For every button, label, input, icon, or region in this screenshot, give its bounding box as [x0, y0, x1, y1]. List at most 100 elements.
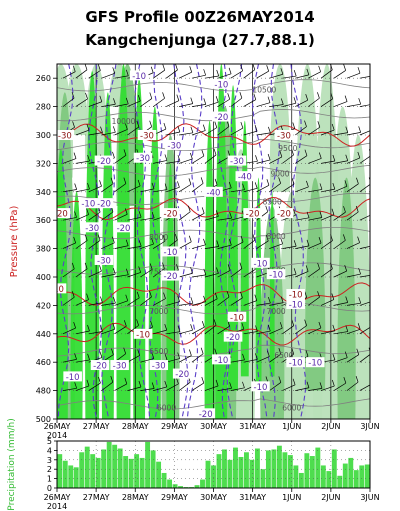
wind-barb-flag	[163, 292, 166, 299]
dashed-isoline-label-text: -10	[164, 248, 178, 258]
height-contour-label: 8000	[267, 232, 286, 241]
wind-barb	[295, 319, 307, 335]
wind-barb	[308, 65, 321, 79]
wind-barb-staff	[269, 382, 282, 391]
wind-barb	[320, 234, 333, 249]
dashed-isoline-label: -10	[286, 357, 305, 369]
wind-barb-staff	[333, 211, 346, 221]
dashed-isoline-label-bg	[114, 222, 133, 233]
wind-barb	[166, 125, 181, 136]
wind-barb-staff	[127, 246, 142, 249]
dashed-isoline-label-text: -20	[226, 333, 240, 343]
wind-barb-staff	[165, 383, 179, 391]
wind-barb-flag	[125, 294, 129, 301]
isotherm-label: -10	[57, 283, 67, 295]
wind-barb	[308, 152, 322, 164]
precipitation-bar	[62, 460, 68, 488]
wind-barb-flag	[188, 178, 192, 185]
wind-barb	[191, 69, 206, 79]
wind-barb	[269, 322, 283, 335]
wind-barb-flag	[203, 69, 206, 76]
wind-barb-flag	[343, 64, 346, 71]
wind-barb-flag	[215, 379, 219, 387]
wind-barb	[295, 94, 309, 107]
precipitation-bar	[271, 449, 277, 488]
dashed-isoline-label-text: -10	[132, 72, 146, 82]
wind-barb-flag	[292, 122, 296, 129]
wind-barb	[217, 238, 232, 249]
precipitation-bar	[68, 465, 74, 488]
wind-barb-staff	[75, 240, 88, 249]
wind-barb	[204, 121, 218, 136]
precip-x-tick-label: 30MAY	[200, 493, 227, 502]
dashed-isoline-label: -20	[196, 408, 215, 419]
wind-barb	[204, 96, 219, 107]
wind-barb-flag	[151, 211, 155, 219]
wind-barb	[333, 351, 348, 363]
dashed-isoline-label-bg	[90, 360, 110, 371]
wind-barb-flag	[305, 265, 309, 272]
wind-barb-flag	[190, 97, 194, 104]
isotherm-label-text: -10	[289, 291, 303, 301]
dashed-isoline-label-text: -20	[214, 113, 228, 123]
wind-barb-staff	[166, 331, 181, 335]
wind-barb-flag	[357, 67, 361, 74]
precip-y-tick-label: 5	[47, 437, 52, 446]
wind-barb-flag	[304, 120, 307, 127]
wind-barb	[191, 124, 206, 136]
dashed-isoline-label-text: -20	[97, 157, 111, 167]
wind-barb	[88, 296, 103, 306]
wind-barb	[333, 234, 346, 249]
wind-barb-flag	[266, 179, 270, 186]
wind-barb-flag	[305, 350, 309, 357]
wind-barb	[75, 64, 88, 79]
wind-barb-staff	[333, 70, 346, 79]
wind-barb-staff	[320, 268, 333, 278]
precipitation-bar	[167, 479, 173, 488]
wind-barb-flag	[112, 268, 116, 275]
wind-barb	[62, 65, 76, 79]
precipitation-bar	[200, 479, 205, 488]
x-tick-label: 27MAY	[83, 422, 110, 431]
wind-barb-staff	[243, 239, 256, 249]
wind-barb-flag	[125, 239, 129, 246]
wind-barb	[308, 321, 322, 335]
precipitation-bar	[260, 469, 266, 488]
wind-barb	[62, 183, 78, 193]
precip-x-tick-label: 29MAY	[161, 493, 188, 502]
dashed-isoline	[149, 64, 163, 419]
wind-barb-flag	[279, 322, 283, 329]
wind-barb-staff	[101, 183, 114, 193]
wind-barb-flag	[280, 237, 283, 244]
wind-barb	[101, 177, 114, 193]
wind-barb-flag	[344, 95, 348, 102]
wind-barb-flag	[227, 264, 231, 271]
wind-barb-staff	[191, 353, 204, 363]
wind-barb-staff	[179, 132, 193, 136]
wind-barb-staff	[256, 159, 271, 164]
wind-barb-flag	[292, 378, 296, 385]
wind-barb-staff	[256, 330, 271, 335]
wind-barb	[256, 205, 269, 221]
dashed-isoline-label-text: -10	[81, 200, 95, 210]
wind-barb-staff	[359, 246, 370, 249]
wind-barb-flag	[113, 98, 116, 105]
wind-barb-flag	[125, 69, 129, 76]
dashed-isoline-label-bg	[161, 246, 180, 257]
wind-barb-flag	[71, 262, 75, 269]
precipitation-bar	[57, 454, 63, 488]
wind-barb-flag	[164, 324, 168, 331]
wind-barb-flag	[98, 376, 101, 384]
wind-barb-flag	[368, 177, 370, 182]
wind-barb-staff	[153, 69, 165, 79]
isotherm-label-bg	[243, 208, 262, 219]
wind-barb-flag	[317, 92, 320, 99]
wind-barb	[101, 236, 115, 249]
wind-barb-staff	[153, 268, 165, 278]
wind-barb-flag	[330, 64, 333, 70]
wind-barb-flag	[177, 325, 181, 332]
wind-barb-flag	[331, 123, 335, 131]
wind-barb	[256, 324, 271, 335]
isotherm-label-text: -30	[58, 132, 72, 142]
wind-barb-flag	[110, 376, 114, 383]
